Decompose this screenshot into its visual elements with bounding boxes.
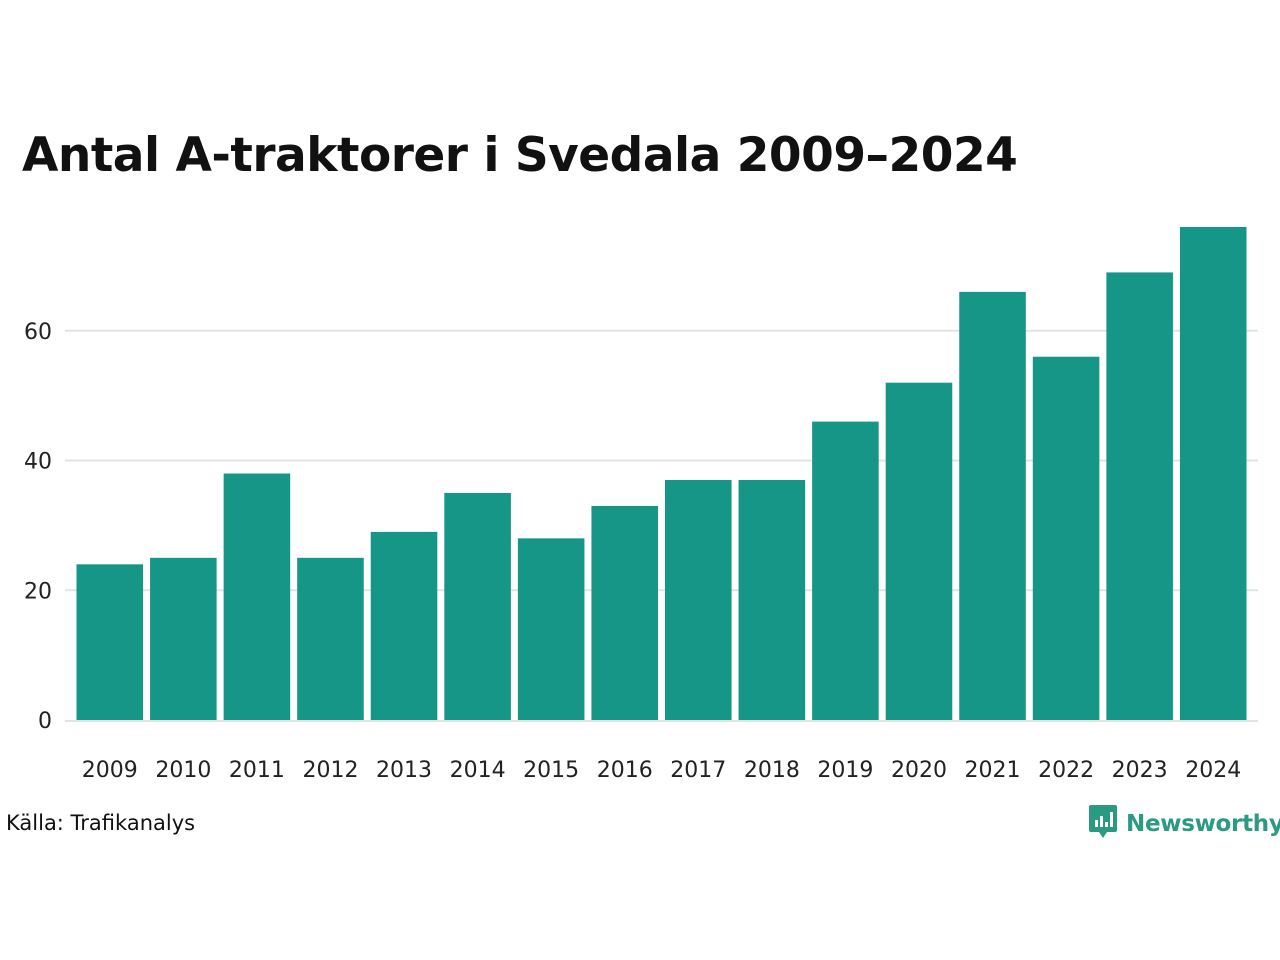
x-tick-label: 2021 [965, 758, 1021, 783]
x-tick-label: 2015 [523, 758, 579, 783]
x-tick-label: 2009 [82, 758, 138, 783]
newsworthy-logo-icon [1088, 804, 1118, 844]
x-tick-label: 2012 [302, 758, 358, 783]
axes: 0 20 40 60 2009 2010 2011 2012 2013 2014 2015 2016 2… [24, 320, 1258, 783]
brand-logo: Newsworthy [1088, 804, 1280, 844]
bar-2017 [665, 479, 732, 720]
y-tick-label: 60 [24, 320, 52, 345]
x-tick-label: 2018 [744, 758, 800, 783]
x-tick-label: 2023 [1112, 758, 1168, 783]
x-tick-label: 2014 [450, 758, 506, 783]
bar-2022 [1032, 356, 1100, 720]
bars [76, 227, 1247, 720]
bar-2023 [1106, 272, 1173, 720]
bar-2010 [150, 557, 217, 720]
bar-2018 [738, 479, 806, 720]
brand-name: Newsworthy [1126, 811, 1280, 837]
bar-2021 [959, 291, 1026, 720]
x-tick-label: 2017 [670, 758, 726, 783]
bar-2020 [885, 382, 953, 720]
bar-2009 [76, 564, 144, 720]
bar-2016 [591, 505, 658, 720]
x-tick-label: 2022 [1038, 758, 1094, 783]
x-tick-label: 2010 [155, 758, 211, 783]
y-tick-label: 0 [38, 709, 52, 734]
source-note: Källa: Trafikanalys [6, 811, 196, 835]
y-tick-label: 40 [24, 450, 52, 475]
chart-title: Antal A-traktorer i Svedala 2009–2024 [22, 128, 1018, 183]
x-tick-label: 2024 [1185, 758, 1241, 783]
bar-2019 [812, 421, 879, 720]
x-tick-label: 2019 [817, 758, 873, 783]
bar-2024 [1179, 227, 1247, 720]
bar-2012 [297, 557, 364, 720]
bar-2013 [370, 531, 438, 720]
x-tick-label: 2011 [229, 758, 285, 783]
y-tick-label: 20 [24, 579, 52, 604]
bar-2015 [517, 538, 585, 720]
x-tick-label: 2016 [597, 758, 653, 783]
bar-2014 [444, 492, 511, 720]
x-tick-label: 2013 [376, 758, 432, 783]
x-tick-label: 2020 [891, 758, 947, 783]
bar-2011 [223, 473, 291, 720]
